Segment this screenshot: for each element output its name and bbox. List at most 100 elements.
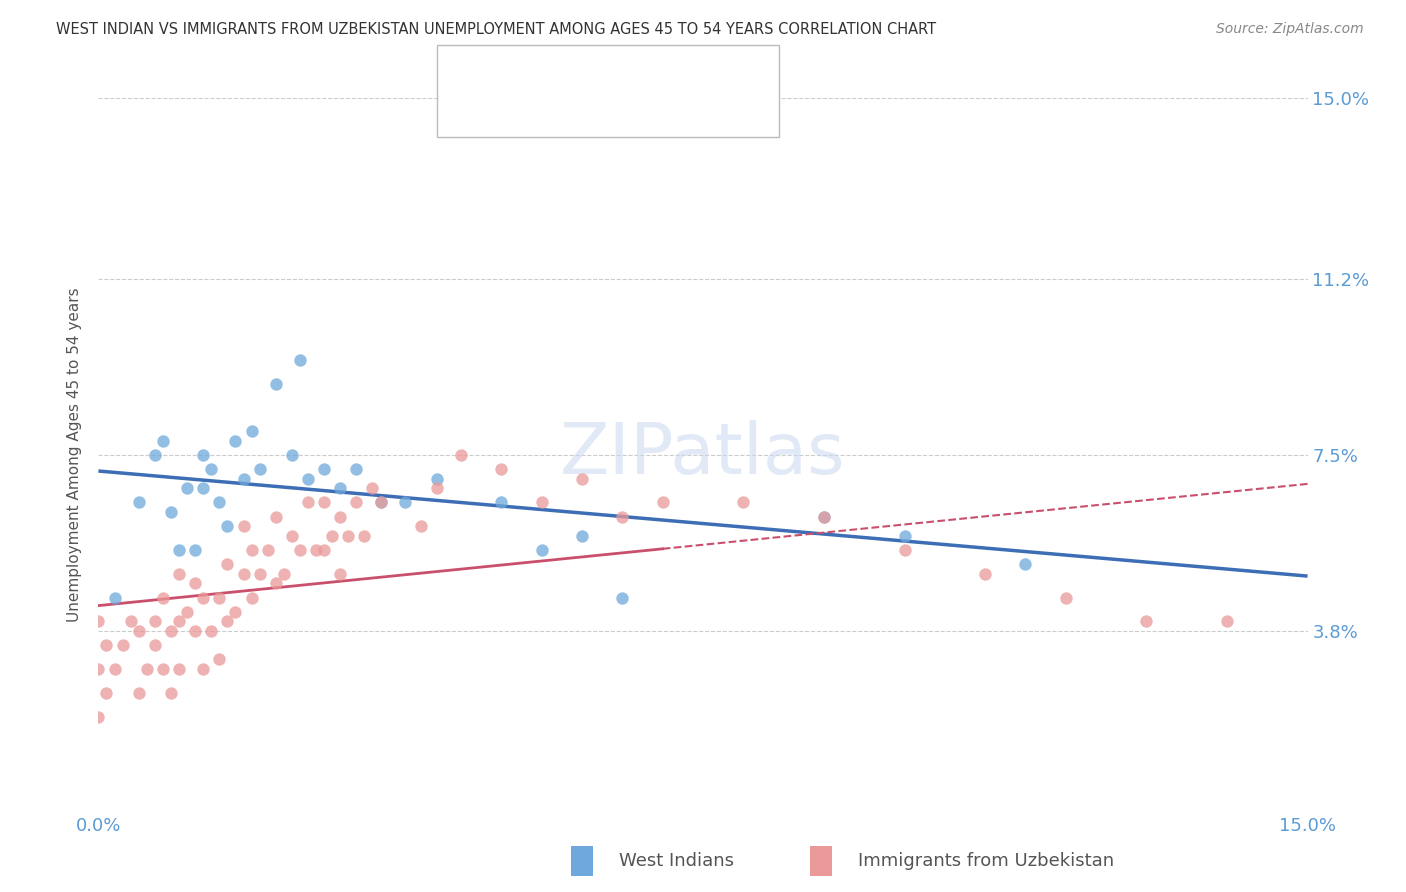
Point — [152, 591, 174, 605]
Point — [893, 543, 915, 558]
Point — [651, 495, 673, 509]
Point — [128, 624, 150, 638]
Point — [1135, 615, 1157, 629]
Point — [612, 509, 634, 524]
Point — [128, 495, 150, 509]
Point — [1216, 615, 1239, 629]
Point — [813, 509, 835, 524]
Point — [314, 462, 336, 476]
Point — [571, 529, 593, 543]
Point — [530, 495, 553, 509]
Point — [288, 543, 311, 558]
Point — [240, 543, 263, 558]
Point — [426, 472, 449, 486]
Point — [160, 505, 183, 519]
Point — [273, 566, 295, 581]
Text: R =: R = — [502, 103, 541, 120]
Point — [200, 624, 222, 638]
Point — [297, 472, 319, 486]
Text: N =: N = — [612, 103, 664, 120]
Point — [264, 576, 287, 591]
Text: Source: ZipAtlas.com: Source: ZipAtlas.com — [1216, 22, 1364, 37]
Point — [370, 495, 392, 509]
Point — [344, 462, 367, 476]
Point — [314, 543, 336, 558]
Point — [208, 495, 231, 509]
Point — [208, 652, 231, 666]
Point — [1014, 558, 1036, 572]
Point — [87, 709, 110, 723]
Text: N =: N = — [612, 65, 664, 83]
Point — [305, 543, 328, 558]
Point — [208, 591, 231, 605]
Point — [176, 605, 198, 619]
Point — [128, 686, 150, 700]
Point — [160, 686, 183, 700]
Point — [281, 529, 304, 543]
Point — [224, 605, 246, 619]
Point — [426, 481, 449, 495]
Point — [176, 481, 198, 495]
Point — [249, 566, 271, 581]
Point — [167, 615, 190, 629]
Point — [733, 495, 755, 509]
Point — [184, 576, 207, 591]
Point — [193, 481, 215, 495]
Point — [612, 591, 634, 605]
Point — [974, 566, 997, 581]
Point — [217, 558, 239, 572]
Point — [167, 543, 190, 558]
Point — [152, 434, 174, 448]
Point — [160, 624, 183, 638]
Point — [394, 495, 416, 509]
Point — [232, 566, 254, 581]
Point — [530, 543, 553, 558]
Point — [143, 638, 166, 652]
Point — [152, 662, 174, 676]
Point — [87, 662, 110, 676]
Point — [167, 662, 190, 676]
Point — [571, 472, 593, 486]
Text: West Indians: West Indians — [619, 852, 734, 870]
Point — [217, 519, 239, 533]
Point — [297, 495, 319, 509]
Point — [1054, 591, 1077, 605]
Point — [143, 615, 166, 629]
Point — [264, 509, 287, 524]
Point — [491, 462, 513, 476]
Point — [264, 376, 287, 391]
Point — [281, 448, 304, 462]
Point — [87, 615, 110, 629]
Point — [200, 462, 222, 476]
Y-axis label: Unemployment Among Ages 45 to 54 years: Unemployment Among Ages 45 to 54 years — [67, 287, 83, 623]
Point — [256, 543, 278, 558]
Point — [184, 624, 207, 638]
Text: -0.147: -0.147 — [551, 65, 616, 83]
Point — [96, 686, 118, 700]
Point — [409, 519, 432, 533]
Point — [893, 529, 915, 543]
Point — [329, 566, 352, 581]
Point — [337, 529, 360, 543]
Text: WEST INDIAN VS IMMIGRANTS FROM UZBEKISTAN UNEMPLOYMENT AMONG AGES 45 TO 54 YEARS: WEST INDIAN VS IMMIGRANTS FROM UZBEKISTA… — [56, 22, 936, 37]
Point — [103, 591, 125, 605]
Point — [361, 481, 384, 495]
Point — [120, 615, 142, 629]
Point — [314, 495, 336, 509]
Point — [193, 448, 215, 462]
Point — [96, 638, 118, 652]
Point — [353, 529, 375, 543]
Point — [111, 638, 134, 652]
Point — [224, 434, 246, 448]
Point — [103, 662, 125, 676]
Point — [813, 509, 835, 524]
Point — [370, 495, 392, 509]
Point — [193, 591, 215, 605]
Point — [232, 472, 254, 486]
Point — [217, 615, 239, 629]
Text: Immigrants from Uzbekistan: Immigrants from Uzbekistan — [858, 852, 1114, 870]
Point — [344, 495, 367, 509]
Point — [143, 448, 166, 462]
Text: ZIPatlas: ZIPatlas — [560, 420, 846, 490]
Point — [240, 591, 263, 605]
